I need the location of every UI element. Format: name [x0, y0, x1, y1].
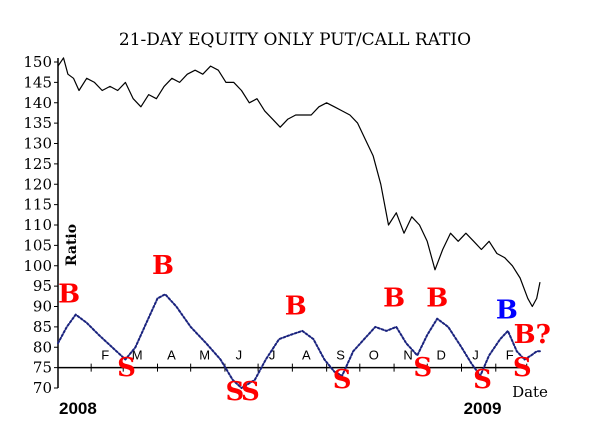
month-tick-label: M	[199, 348, 210, 363]
month-tick-label: J	[269, 348, 276, 363]
y-tick-label: 95	[33, 277, 52, 295]
month-tick-label: N	[403, 348, 412, 363]
sell-signal-label: S	[413, 353, 432, 383]
chart-title: 21-DAY EQUITY ONLY PUT/CALL RATIO	[119, 30, 471, 50]
y-tick-label: 140	[23, 94, 52, 112]
y-tick-label: 75	[33, 359, 52, 377]
sell-signal-label: S	[473, 365, 492, 395]
month-tick-label: J	[472, 348, 479, 363]
sell-signal-label: S	[241, 377, 260, 407]
y-tick-label: 85	[33, 318, 52, 336]
month-tick-label: J	[236, 348, 243, 363]
buy-signal-label: B	[58, 279, 80, 309]
month-tick-label: O	[369, 348, 379, 363]
series-layer	[57, 57, 541, 389]
y-tick-label: 90	[33, 298, 52, 316]
y-tick-label: 145	[23, 73, 52, 91]
year-label: 2008	[59, 399, 97, 418]
y-tick-label: 135	[23, 114, 52, 132]
buy-signal-label: B	[383, 284, 405, 314]
y-tick-label: 150	[23, 53, 52, 71]
month-tick-label: S	[336, 348, 345, 363]
year-label: 2009	[464, 399, 502, 418]
y-tick-label: 100	[23, 257, 52, 275]
y-tick-label: 115	[23, 196, 52, 214]
y-tick-label: 80	[33, 338, 52, 356]
buy-signal-label: B	[152, 251, 174, 281]
sell-signal-label: S	[333, 365, 352, 395]
y-tick-label: 110	[23, 216, 52, 234]
y-tick-label: 120	[23, 175, 52, 193]
buy-signal-label: B	[285, 292, 307, 322]
month-tick-label: M	[132, 348, 143, 363]
y-tick-label: 70	[33, 379, 52, 397]
sell-signal-label: S	[513, 353, 532, 383]
y-tick-label: 130	[23, 135, 52, 153]
month-tick-label: A	[302, 348, 311, 363]
month-tick-label: F	[506, 348, 514, 363]
buy-signal-label: B	[496, 296, 518, 326]
month-tick-label: F	[101, 348, 109, 363]
sell-signal-label: S	[117, 353, 136, 383]
sell-signal-label: S	[225, 377, 244, 407]
x-axis-label: Date	[512, 383, 548, 401]
y-tick-label: 105	[23, 236, 52, 254]
month-tick-label: A	[167, 348, 176, 363]
y-axis-label: Ratio	[64, 224, 80, 266]
put-call-ratio-line	[57, 57, 541, 308]
month-tick-label: D	[437, 348, 446, 363]
momentum-dotted-line	[57, 293, 541, 389]
buy-signal-label: B?	[514, 320, 551, 350]
buy-signal-label: B	[426, 284, 448, 314]
signal-annotations: BBB B B BB?SSS S S S S	[58, 251, 551, 407]
axes: 70 75 80 85 90 95 100 105 110 115 120 125 130 135 140 1…	[23, 53, 528, 418]
y-tick-label: 125	[23, 155, 52, 173]
